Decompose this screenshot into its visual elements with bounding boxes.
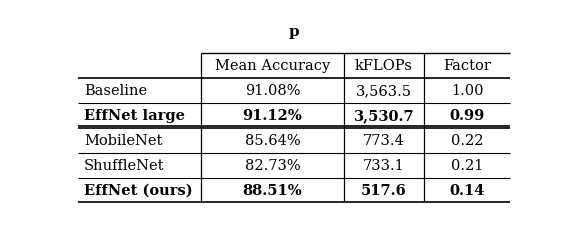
Text: 1.00: 1.00	[451, 84, 483, 98]
Text: 0.14: 0.14	[449, 183, 485, 197]
Text: Baseline: Baseline	[84, 84, 148, 98]
Text: 0.21: 0.21	[451, 158, 483, 172]
Text: 0.22: 0.22	[451, 134, 483, 148]
Text: p: p	[289, 24, 300, 38]
Text: 0.99: 0.99	[449, 109, 485, 123]
Text: 91.08%: 91.08%	[245, 84, 300, 98]
Text: 85.64%: 85.64%	[245, 134, 300, 148]
Text: 3,563.5: 3,563.5	[356, 84, 412, 98]
Text: 517.6: 517.6	[361, 183, 407, 197]
Text: kFLOPs: kFLOPs	[355, 59, 413, 73]
Text: 3,530.7: 3,530.7	[354, 109, 414, 123]
Text: EffNet (ours): EffNet (ours)	[84, 183, 193, 197]
Text: EffNet large: EffNet large	[84, 109, 185, 123]
Text: 82.73%: 82.73%	[245, 158, 300, 172]
Text: 773.4: 773.4	[363, 134, 405, 148]
Text: Mean Accuracy: Mean Accuracy	[215, 59, 330, 73]
Text: Factor: Factor	[443, 59, 491, 73]
Text: 88.51%: 88.51%	[243, 183, 302, 197]
Text: 733.1: 733.1	[363, 158, 405, 172]
Text: 91.12%: 91.12%	[243, 109, 302, 123]
Text: MobileNet: MobileNet	[84, 134, 162, 148]
Text: ShuffleNet: ShuffleNet	[84, 158, 165, 172]
